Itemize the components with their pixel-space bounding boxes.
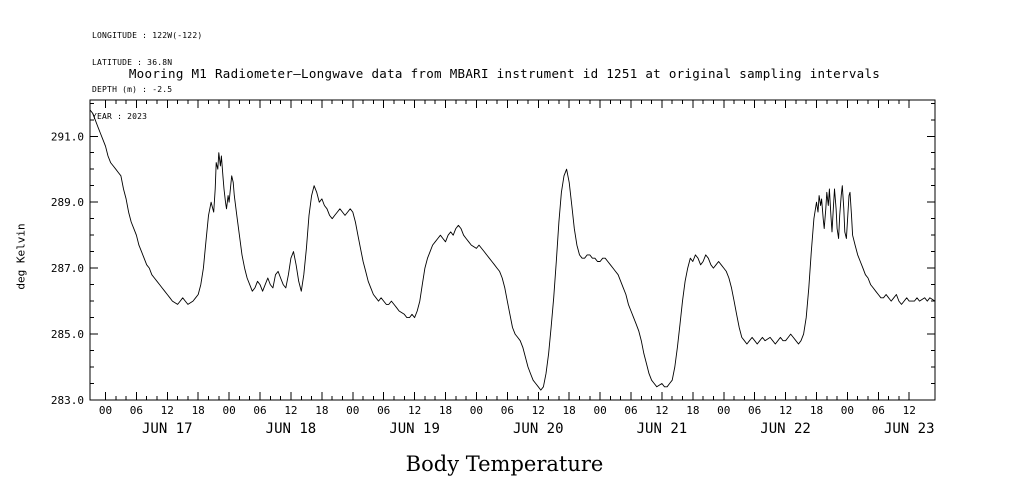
svg-text:12: 12 [284,404,297,417]
svg-text:JUN 21: JUN 21 [637,421,688,437]
svg-text:00: 00 [841,404,854,417]
svg-text:06: 06 [377,404,390,417]
svg-text:285.0: 285.0 [51,328,84,341]
svg-text:00: 00 [717,404,730,417]
svg-text:12: 12 [532,404,545,417]
svg-text:18: 18 [439,404,452,417]
svg-text:291.0: 291.0 [51,130,84,143]
svg-text:06: 06 [130,404,143,417]
svg-text:JUN 18: JUN 18 [266,421,317,437]
svg-text:12: 12 [655,404,668,417]
svg-text:283.0: 283.0 [51,394,84,407]
svg-text:00: 00 [470,404,483,417]
svg-text:12: 12 [779,404,792,417]
svg-text:00: 00 [222,404,235,417]
y-axis-label: deg Kelvin [14,223,28,290]
metadata-depth: DEPTH (m) : -2.5 [92,85,173,94]
svg-text:12: 12 [408,404,421,417]
metadata-latitude: LATITUDE : 36.8N [92,58,173,67]
metadata-year: YEAR : 2023 [92,112,148,121]
svg-text:18: 18 [192,404,205,417]
x-axis-title: Body Temperature [405,452,604,476]
plot-title: Mooring M1 Radiometer—Longwave data from… [128,66,881,81]
svg-text:18: 18 [686,404,699,417]
svg-text:12: 12 [161,404,174,417]
svg-text:00: 00 [593,404,606,417]
svg-text:06: 06 [624,404,637,417]
svg-text:JUN 20: JUN 20 [513,421,564,437]
svg-text:06: 06 [253,404,266,417]
svg-text:JUN 23: JUN 23 [884,421,935,437]
svg-text:18: 18 [315,404,328,417]
svg-text:18: 18 [563,404,576,417]
metadata-longitude: LONGITUDE : 122W(-122) [92,31,203,40]
svg-text:18: 18 [810,404,823,417]
svg-text:06: 06 [748,404,761,417]
svg-text:00: 00 [346,404,359,417]
svg-text:JUN 22: JUN 22 [760,421,811,437]
svg-text:JUN 19: JUN 19 [389,421,440,437]
svg-text:289.0: 289.0 [51,196,84,209]
metadata-block: LONGITUDE : 122W(-122) LATITUDE : 36.8N … [92,13,202,139]
svg-text:06: 06 [501,404,514,417]
svg-text:06: 06 [872,404,885,417]
svg-text:JUN 17: JUN 17 [142,421,193,437]
svg-text:287.0: 287.0 [51,262,84,275]
svg-text:00: 00 [99,404,112,417]
svg-text:12: 12 [903,404,916,417]
